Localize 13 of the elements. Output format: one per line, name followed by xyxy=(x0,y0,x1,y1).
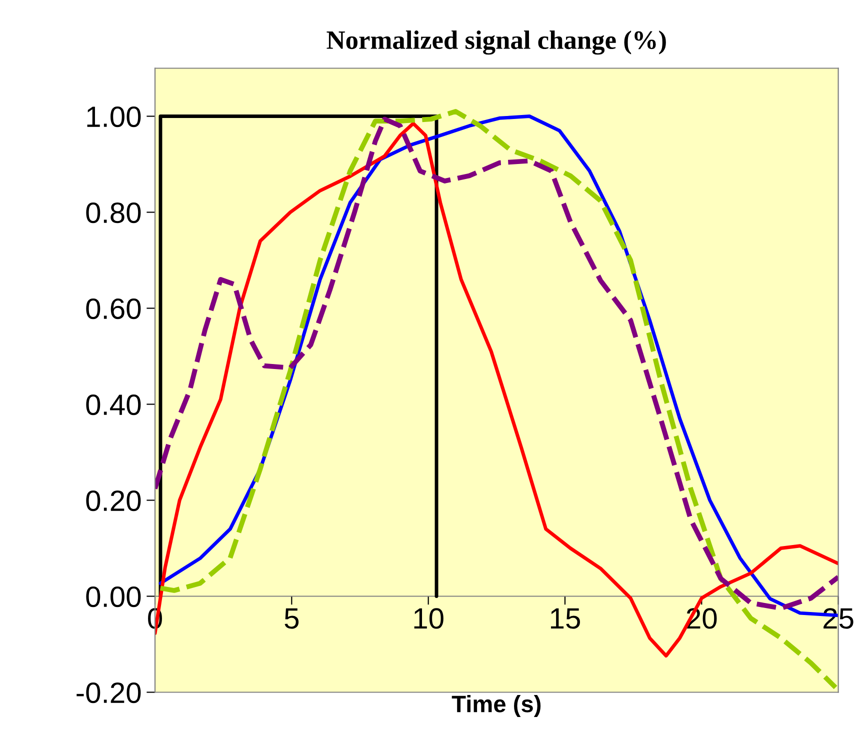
y-tick-label: 0.00 xyxy=(86,586,141,608)
x-tick-label: 5 xyxy=(284,608,299,629)
x-tick-label: 15 xyxy=(550,608,580,629)
x-axis-title: Time (s) xyxy=(452,695,541,718)
y-tick-label: 0.60 xyxy=(86,298,141,320)
y-tick-label: 0.40 xyxy=(86,394,141,416)
y-tick-label: 0.20 xyxy=(86,490,141,512)
y-tick-label: 0.80 xyxy=(86,202,141,224)
y-tick-label: -0.20 xyxy=(76,682,141,704)
x-tick-label: 10 xyxy=(414,608,444,629)
y-tick-label: 1.00 xyxy=(87,106,141,128)
x-tick-label: 25 xyxy=(824,608,854,629)
chart-title: Normalized signal change (%) xyxy=(326,30,666,55)
